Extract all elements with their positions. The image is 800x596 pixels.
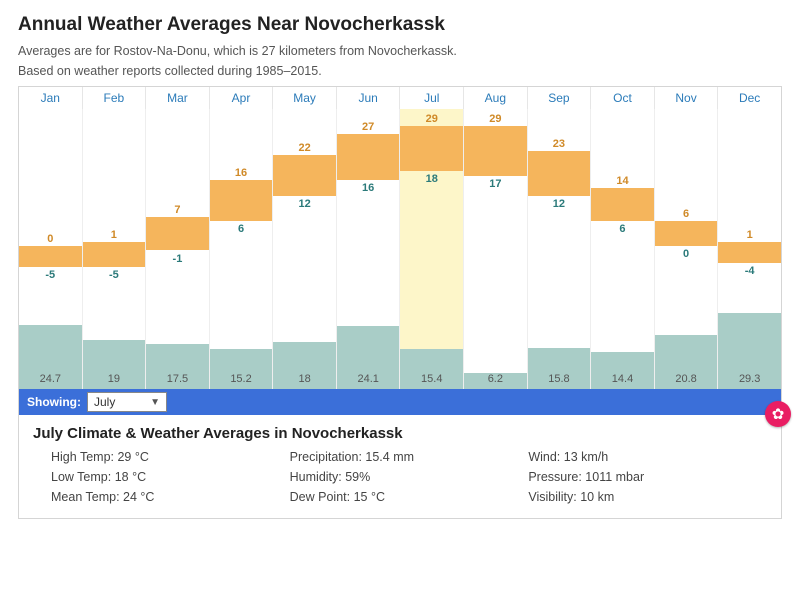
temp-band [19, 246, 82, 267]
detail-item: Visibility: 10 km [528, 490, 767, 504]
month-header-dec[interactable]: Dec [717, 87, 781, 109]
temp-band [337, 134, 400, 180]
precip-label: 15.4 [400, 373, 463, 385]
high-temp-label: 16 [210, 167, 273, 179]
detail-item: Mean Temp: 24 °C [51, 490, 290, 504]
temp-band [273, 155, 336, 197]
month-header-jul[interactable]: Jul [399, 87, 463, 109]
low-temp-label: 0 [655, 248, 718, 260]
low-temp-label: 17 [464, 178, 527, 190]
temp-band [83, 242, 146, 267]
low-temp-label: -1 [146, 253, 209, 265]
month-detail-panel: July Climate & Weather Averages in Novoc… [19, 415, 781, 518]
chart-column[interactable]: 29 17 6.2 [463, 109, 527, 389]
low-temp-label: -4 [718, 265, 781, 277]
chart-column[interactable]: 16 6 15.2 [209, 109, 273, 389]
month-header-sep[interactable]: Sep [527, 87, 591, 109]
high-temp-label: 7 [146, 204, 209, 216]
low-temp-label: 6 [210, 223, 273, 235]
high-temp-label: 27 [337, 121, 400, 133]
precip-label: 20.8 [655, 373, 718, 385]
low-temp-label: 16 [337, 182, 400, 194]
detail-grid: High Temp: 29 °CPrecipitation: 15.4 mmWi… [33, 450, 767, 504]
subtitle-period: Based on weather reports collected durin… [18, 64, 782, 78]
chart-column[interactable]: 22 12 18 [272, 109, 336, 389]
chart-column[interactable]: 14 6 14.4 [590, 109, 654, 389]
detail-item: Humidity: 59% [290, 470, 529, 484]
precip-label: 18 [273, 373, 336, 385]
month-header-mar[interactable]: Mar [145, 87, 209, 109]
subtitle-station: Averages are for Rostov-Na-Donu, which i… [18, 44, 782, 58]
gear-icon: ✿ [772, 405, 785, 423]
detail-item: Pressure: 1011 mbar [528, 470, 767, 484]
month-select-value: July [94, 395, 115, 409]
high-temp-label: 0 [19, 233, 82, 245]
chevron-down-icon: ▼ [150, 397, 160, 408]
precip-label: 15.2 [210, 373, 273, 385]
detail-heading: July Climate & Weather Averages in Novoc… [33, 425, 767, 442]
low-temp-label: 12 [273, 198, 336, 210]
high-temp-label: 29 [464, 113, 527, 125]
month-header-may[interactable]: May [272, 87, 336, 109]
month-header-oct[interactable]: Oct [590, 87, 654, 109]
low-temp-label: 12 [528, 198, 591, 210]
chart-column[interactable]: 29 18 15.4 [399, 109, 463, 389]
temp-band [528, 151, 591, 197]
showing-label: Showing: [27, 395, 81, 409]
low-temp-label: 18 [400, 173, 463, 185]
detail-item: Precipitation: 15.4 mm [290, 450, 529, 464]
high-temp-label: 6 [655, 208, 718, 220]
precip-label: 6.2 [464, 373, 527, 385]
chart-column[interactable]: 7 -1 17.5 [145, 109, 209, 389]
month-header-aug[interactable]: Aug [463, 87, 527, 109]
temp-band [591, 188, 654, 221]
month-header-jan[interactable]: Jan [19, 87, 82, 109]
detail-item: Wind: 13 km/h [528, 450, 767, 464]
chart-column[interactable]: 27 16 24.1 [336, 109, 400, 389]
chart-column[interactable]: 1 -5 19 [82, 109, 146, 389]
month-header-row: JanFebMarAprMayJunJulAugSepOctNovDec [19, 87, 781, 109]
month-header-feb[interactable]: Feb [82, 87, 146, 109]
month-header-apr[interactable]: Apr [209, 87, 273, 109]
chart-column[interactable]: 0 -5 24.7 [19, 109, 82, 389]
precip-label: 24.1 [337, 373, 400, 385]
chart-column[interactable]: 6 0 20.8 [654, 109, 718, 389]
settings-button[interactable]: ✿ [765, 401, 791, 427]
chart-columns: 0-524.71-5197-117.516615.2221218271624.1… [19, 109, 781, 389]
low-temp-label: 6 [591, 223, 654, 235]
high-temp-label: 1 [83, 229, 146, 241]
chart-column[interactable]: 1 -4 29.3 [717, 109, 781, 389]
detail-item: High Temp: 29 °C [51, 450, 290, 464]
month-header-jun[interactable]: Jun [336, 87, 400, 109]
high-temp-label: 1 [718, 229, 781, 241]
chart-column[interactable]: 23 12 15.8 [527, 109, 591, 389]
temp-band [400, 126, 463, 172]
low-temp-label: -5 [19, 269, 82, 281]
precip-label: 15.8 [528, 373, 591, 385]
low-temp-label: -5 [83, 269, 146, 281]
temp-band [146, 217, 209, 250]
page-title: Annual Weather Averages Near Novocherkas… [18, 14, 782, 36]
high-temp-label: 14 [591, 175, 654, 187]
weather-chart: JanFebMarAprMayJunJulAugSepOctNovDec 0 -5… [18, 86, 782, 519]
showing-bar: Showing: July ▼ ✿ [19, 389, 781, 415]
temp-band [718, 242, 781, 263]
temp-band [655, 221, 718, 246]
temp-band [464, 126, 527, 176]
month-header-nov[interactable]: Nov [654, 87, 718, 109]
precip-label: 29.3 [718, 373, 781, 385]
month-select[interactable]: July ▼ [87, 392, 167, 412]
high-temp-label: 22 [273, 142, 336, 154]
detail-item: Dew Point: 15 °C [290, 490, 529, 504]
precip-label: 19 [83, 373, 146, 385]
precip-label: 24.7 [19, 373, 82, 385]
detail-item: Low Temp: 18 °C [51, 470, 290, 484]
temp-band [210, 180, 273, 222]
high-temp-label: 29 [400, 113, 463, 125]
precip-label: 14.4 [591, 373, 654, 385]
precip-label: 17.5 [146, 373, 209, 385]
high-temp-label: 23 [528, 138, 591, 150]
